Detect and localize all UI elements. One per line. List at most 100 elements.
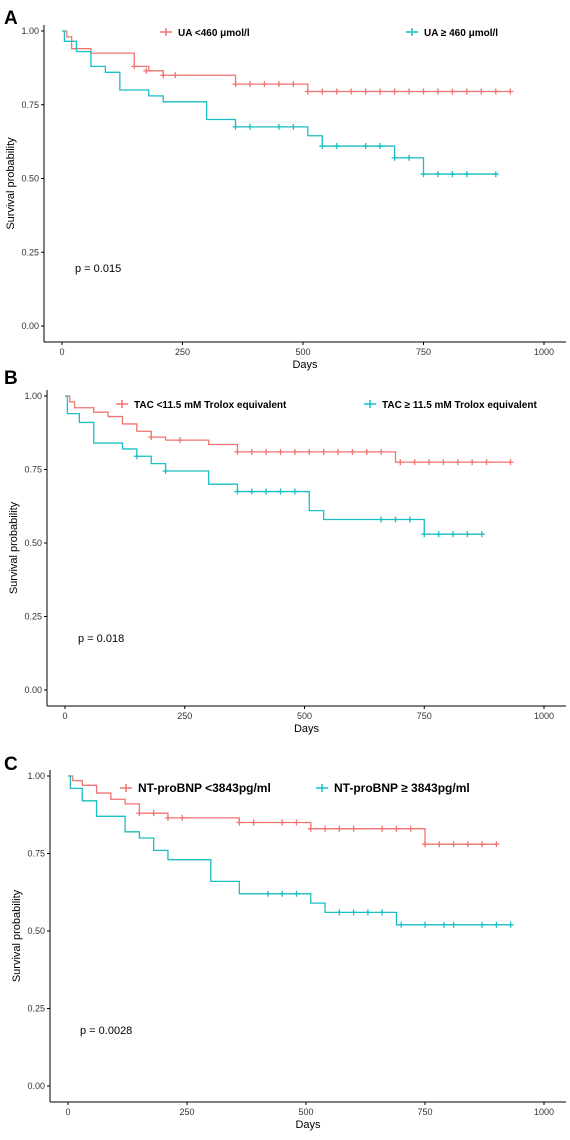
- censor-mark: [250, 819, 257, 826]
- censor-mark: [319, 88, 326, 95]
- censor-mark: [179, 814, 186, 821]
- y-tick-label: 0.50: [21, 174, 39, 184]
- censor-mark: [261, 81, 268, 88]
- censor-mark: [150, 810, 157, 817]
- censor-mark: [507, 459, 514, 466]
- censor-mark: [450, 841, 457, 848]
- censor-mark: [349, 448, 356, 455]
- censor-mark: [277, 488, 284, 495]
- censor-mark: [172, 72, 179, 79]
- censor-mark: [398, 921, 405, 928]
- y-tick-label: 1.00: [21, 26, 39, 36]
- survival-curve-high: [65, 395, 482, 535]
- legend-label: NT-proBNP <3843pg/ml: [138, 781, 271, 795]
- x-tick-label: 250: [177, 711, 192, 721]
- censor-mark: [319, 143, 326, 150]
- x-tick-label: 500: [298, 1107, 313, 1117]
- censor-mark: [160, 72, 167, 79]
- censor-mark: [478, 531, 485, 538]
- y-tick-label: 1.00: [27, 771, 45, 781]
- censor-mark: [333, 88, 340, 95]
- x-tick-label: 500: [297, 711, 312, 721]
- censor-mark: [377, 143, 384, 150]
- censor-mark: [378, 448, 385, 455]
- censor-mark: [264, 890, 271, 897]
- censor-mark: [336, 825, 343, 832]
- censor-mark: [479, 921, 486, 928]
- censor-mark: [483, 459, 490, 466]
- legend-symbol: [160, 28, 172, 36]
- legend-symbol: [364, 400, 376, 408]
- legend-symbol: [406, 28, 418, 36]
- censor-mark: [422, 921, 428, 928]
- x-tick-label: 750: [417, 711, 432, 721]
- y-tick-label: 0.50: [24, 538, 42, 548]
- censor-mark: [275, 81, 282, 88]
- censor-mark: [478, 88, 485, 95]
- censor-mark: [464, 841, 471, 848]
- censor-mark: [248, 448, 255, 455]
- x-tick-label: 250: [175, 347, 190, 357]
- censor-mark: [176, 437, 183, 444]
- censor-mark: [279, 890, 286, 897]
- censor-mark: [463, 171, 470, 178]
- censor-mark: [162, 467, 169, 474]
- legend-label: TAC ≥ 11.5 mM Trolox equivalent: [382, 400, 537, 411]
- x-tick-label: 0: [62, 711, 67, 721]
- y-tick-label: 0.75: [21, 100, 39, 110]
- censor-mark: [393, 825, 400, 832]
- censor-mark: [164, 814, 171, 821]
- censor-mark: [246, 81, 253, 88]
- censor-mark: [293, 819, 300, 826]
- survival-curve-low: [65, 395, 511, 463]
- chart-panel-a: A 0.00 0.25 0.50 0.75 1.00 0 250 500 750 1000 Days S…: [4, 8, 566, 371]
- x-tick-label: 1000: [534, 1107, 554, 1117]
- censor-mark: [493, 841, 500, 848]
- censor-mark: [406, 154, 413, 161]
- censor-mark: [450, 921, 457, 928]
- legend-label: UA ≥ 460 μmol/l: [424, 28, 498, 39]
- censor-mark: [492, 88, 499, 95]
- censor-mark: [320, 448, 327, 455]
- y-tick-label: 0.25: [27, 1004, 45, 1014]
- censor-mark: [454, 459, 461, 466]
- censor-mark: [449, 531, 456, 538]
- censor-mark: [148, 434, 155, 441]
- censor-mark: [291, 488, 298, 495]
- censor-mark: [449, 171, 456, 178]
- p-value-annotation: p = 0.018: [78, 633, 124, 645]
- censor-mark: [263, 448, 270, 455]
- survival-curve-low: [68, 775, 497, 845]
- censor-mark: [406, 88, 413, 95]
- censor-mark: [293, 890, 300, 897]
- censor-mark: [322, 825, 329, 832]
- x-axis-title: Days: [295, 1119, 321, 1131]
- censor-mark: [441, 921, 448, 928]
- censor-mark: [304, 88, 311, 95]
- censor-mark: [279, 819, 286, 826]
- x-axis-title: Days: [294, 723, 320, 735]
- censor-mark: [379, 909, 386, 916]
- censor-mark: [348, 88, 355, 95]
- censor-mark: [234, 488, 241, 495]
- y-axis-title: Survival probability: [8, 501, 20, 594]
- censor-mark: [492, 171, 499, 178]
- x-tick-label: 250: [179, 1107, 194, 1117]
- censor-mark: [143, 67, 150, 74]
- censor-mark: [263, 488, 270, 495]
- censor-mark: [248, 488, 255, 495]
- censor-mark: [291, 448, 298, 455]
- censor-mark: [469, 459, 476, 466]
- censor-mark: [422, 841, 428, 848]
- censor-mark: [306, 448, 313, 455]
- y-axis-title: Survival probability: [5, 137, 17, 230]
- p-value-annotation: p = 0.015: [75, 263, 121, 275]
- censor-mark: [397, 459, 404, 466]
- censor-mark: [507, 921, 514, 928]
- y-tick-label: 0.25: [21, 247, 39, 257]
- x-tick-label: 0: [59, 347, 64, 357]
- censor-mark: [421, 531, 428, 538]
- censor-mark: [436, 841, 443, 848]
- censor-mark: [392, 516, 399, 523]
- censor-mark: [420, 88, 427, 95]
